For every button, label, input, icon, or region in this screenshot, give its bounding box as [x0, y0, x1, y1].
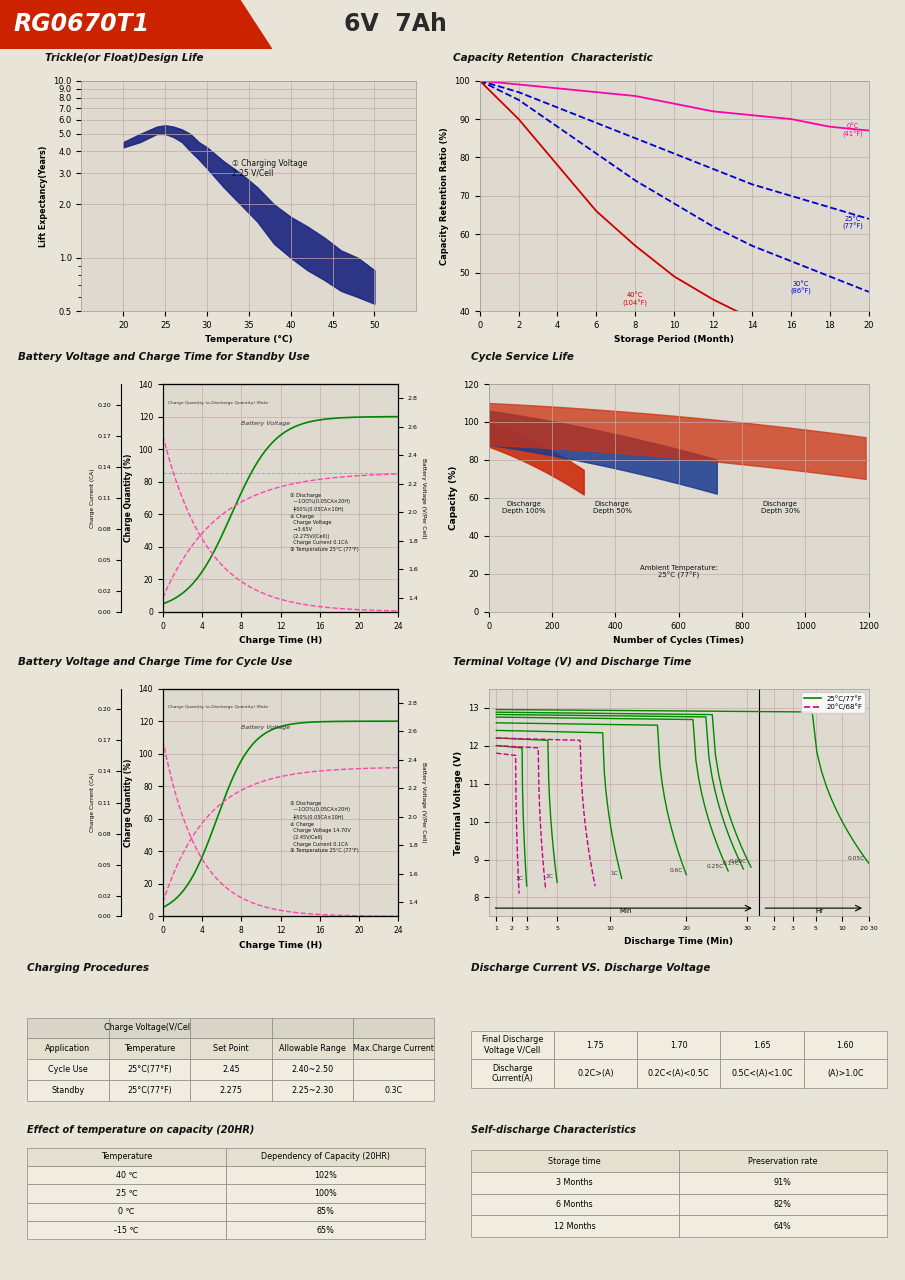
Polygon shape — [0, 0, 272, 49]
Text: ① Discharge
  —1OO%(0.05CA×20H)
  ╄50%(0.05CA×10H)
② Charge
  Charge Voltage
  →: ① Discharge —1OO%(0.05CA×20H) ╄50%(0.05C… — [291, 493, 359, 552]
Text: Terminal Voltage (V) and Discharge Time: Terminal Voltage (V) and Discharge Time — [452, 657, 691, 667]
Y-axis label: Charge Current (CA): Charge Current (CA) — [90, 773, 95, 832]
Text: RG0670T1: RG0670T1 — [14, 13, 150, 36]
Text: Battery Voltage and Charge Time for Cycle Use: Battery Voltage and Charge Time for Cycl… — [18, 657, 292, 667]
Text: 0.25C: 0.25C — [707, 864, 724, 869]
Text: 0.09C: 0.09C — [730, 859, 748, 864]
Y-axis label: Charge Quantity (%): Charge Quantity (%) — [124, 453, 133, 543]
Text: 30°C
(86°F): 30°C (86°F) — [790, 280, 811, 296]
Y-axis label: Capacity Retention Ratio (%): Capacity Retention Ratio (%) — [440, 127, 449, 265]
Text: Charge Quantity (o-Discharge Quantity) (Rate: Charge Quantity (o-Discharge Quantity) (… — [167, 401, 268, 404]
Text: Hr: Hr — [815, 908, 824, 914]
Text: 1C: 1C — [610, 870, 618, 876]
Text: Ambient Temperature:
25°C (77°F): Ambient Temperature: 25°C (77°F) — [640, 564, 718, 579]
X-axis label: Number of Cycles (Times): Number of Cycles (Times) — [614, 636, 744, 645]
Text: ① Discharge
  —1OO%(0.05CA×20H)
  ╄50%(0.05CA×10H)
② Charge
  Charge Voltage 14.: ① Discharge —1OO%(0.05CA×20H) ╄50%(0.05C… — [291, 801, 359, 852]
Text: Discharge
Depth 30%: Discharge Depth 30% — [760, 500, 800, 515]
Text: Min: Min — [619, 908, 632, 914]
Y-axis label: Terminal Voltage (V): Terminal Voltage (V) — [453, 750, 462, 855]
Legend: 25°C/77°F, 20°C/68°F: 25°C/77°F, 20°C/68°F — [801, 692, 865, 713]
Text: 3C: 3C — [515, 877, 523, 882]
Text: Battery Voltage: Battery Voltage — [242, 421, 291, 426]
Y-axis label: Charge Quantity (%): Charge Quantity (%) — [124, 758, 133, 847]
Y-axis label: Battery Voltage (V/Per Cell): Battery Voltage (V/Per Cell) — [421, 457, 426, 539]
Text: 0.05C: 0.05C — [848, 856, 865, 861]
Text: Battery Voltage: Battery Voltage — [242, 726, 291, 731]
X-axis label: Discharge Time (Min): Discharge Time (Min) — [624, 937, 733, 946]
X-axis label: Charge Time (H): Charge Time (H) — [239, 636, 322, 645]
Y-axis label: Lift Expectancy(Years): Lift Expectancy(Years) — [39, 145, 48, 247]
Text: Discharge
Depth 50%: Discharge Depth 50% — [593, 500, 632, 515]
Text: ① Charging Voltage
2.25 V/Cell: ① Charging Voltage 2.25 V/Cell — [232, 159, 308, 178]
Text: Capacity Retention  Characteristic: Capacity Retention Characteristic — [452, 52, 653, 63]
Y-axis label: Battery Voltage (V/Per Cell): Battery Voltage (V/Per Cell) — [421, 762, 426, 844]
Text: 0°C
(41°F): 0°C (41°F) — [843, 123, 863, 138]
Text: Self-discharge Characteristics: Self-discharge Characteristics — [471, 1125, 635, 1135]
X-axis label: Charge Time (H): Charge Time (H) — [239, 941, 322, 950]
Text: 40°C
(104°F): 40°C (104°F) — [623, 292, 648, 307]
Text: Discharge Current VS. Discharge Voltage: Discharge Current VS. Discharge Voltage — [471, 963, 710, 973]
Text: Charging Procedures: Charging Procedures — [27, 963, 149, 973]
Text: Cycle Service Life: Cycle Service Life — [471, 352, 574, 362]
Text: 25°C
(77°F): 25°C (77°F) — [843, 215, 863, 230]
Text: 0.6C: 0.6C — [669, 868, 682, 873]
Y-axis label: Capacity (%): Capacity (%) — [449, 466, 458, 530]
X-axis label: Temperature (°C): Temperature (°C) — [205, 335, 292, 344]
Text: Charge Quantity (o-Discharge Quantity) (Rate: Charge Quantity (o-Discharge Quantity) (… — [167, 705, 268, 709]
Text: 0.17C: 0.17C — [722, 861, 739, 867]
Text: Effect of temperature on capacity (20HR): Effect of temperature on capacity (20HR) — [27, 1125, 254, 1135]
Y-axis label: Charge Current (CA): Charge Current (CA) — [90, 468, 95, 527]
Text: 6V  7Ah: 6V 7Ah — [344, 13, 447, 36]
Text: 2C: 2C — [546, 874, 553, 879]
Text: Trickle(or Float)Design Life: Trickle(or Float)Design Life — [45, 52, 204, 63]
Text: Battery Voltage and Charge Time for Standby Use: Battery Voltage and Charge Time for Stan… — [18, 352, 310, 362]
Text: Discharge
Depth 100%: Discharge Depth 100% — [501, 500, 546, 515]
X-axis label: Storage Period (Month): Storage Period (Month) — [614, 335, 734, 344]
